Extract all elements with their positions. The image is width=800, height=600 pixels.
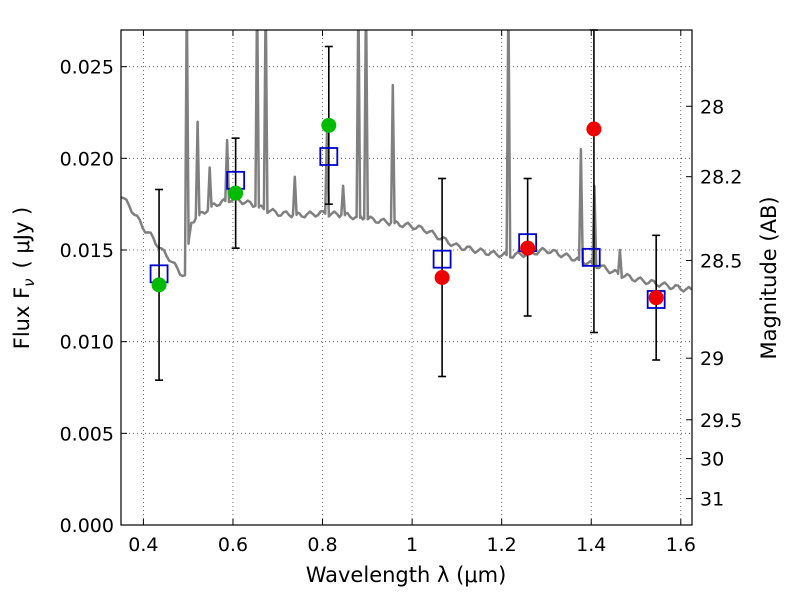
y-tick-label: 0.015: [60, 240, 114, 262]
y2-tick-label: 31: [700, 489, 724, 511]
model-square-marker: [432, 249, 452, 269]
red-data-point: [586, 121, 602, 137]
x-axis-label: Wavelength λ (μm): [306, 563, 507, 587]
x-tick-label: 1.2: [487, 534, 517, 556]
x-tick-label: 1.6: [666, 534, 696, 556]
plot-frame: [120, 29, 693, 526]
green-data-point: [151, 277, 167, 293]
x-tick-label: 0.4: [128, 534, 158, 556]
x-tick-label: 1.4: [576, 534, 606, 556]
data-circles: [151, 117, 664, 306]
y2-axis-label: Magnitude (AB): [757, 196, 781, 359]
sed-curve-path: [121, 30, 692, 293]
x-tick-label: 0.8: [307, 534, 337, 556]
green-data-point: [321, 117, 337, 133]
model-square-marker: [581, 247, 601, 267]
sed-model-curve: [121, 30, 692, 293]
green-data-point: [228, 185, 244, 201]
y2-tick-label: 28: [700, 96, 724, 118]
y-axis-ticks: 0.000 0.005 0.010 0.015 0.020 0.025: [60, 57, 127, 537]
y2-axis-ticks: 28 28.2 28.5 29 29.5 30 31: [686, 96, 742, 511]
y-tick-label: 0.010: [60, 332, 114, 354]
y-axis-label-unit: ( μJy ): [10, 207, 34, 269]
red-data-point: [434, 270, 450, 285]
grid-lines: [121, 30, 692, 526]
y2-tick-label: 28.5: [700, 250, 742, 272]
x-axis-ticks: 0.4 0.6 0.8 1 1.2 1.4 1.6: [128, 30, 696, 556]
error-bars: [155, 29, 661, 381]
y2-tick-label: 28.2: [700, 167, 742, 189]
red-data-point: [520, 240, 536, 256]
red-data-point: [648, 290, 664, 306]
y-tick-label: 0.000: [60, 515, 114, 537]
y-axis-label-main: Flux F: [10, 287, 34, 349]
model-square-marker: [319, 147, 339, 166]
y-tick-label: 0.025: [60, 57, 114, 79]
x-tick-label: 1: [406, 534, 418, 556]
y-tick-label: 0.020: [60, 148, 114, 170]
y2-tick-label: 29.5: [700, 410, 742, 432]
y2-tick-label: 30: [700, 449, 724, 471]
y-axis-label-sub: ν: [20, 278, 38, 286]
y2-tick-label: 29: [700, 348, 724, 370]
y-tick-label: 0.005: [60, 423, 114, 445]
x-tick-label: 0.6: [218, 534, 248, 556]
y-axis-label: Flux Fν ( μJy ): [10, 207, 38, 350]
model-squares: [149, 147, 666, 309]
